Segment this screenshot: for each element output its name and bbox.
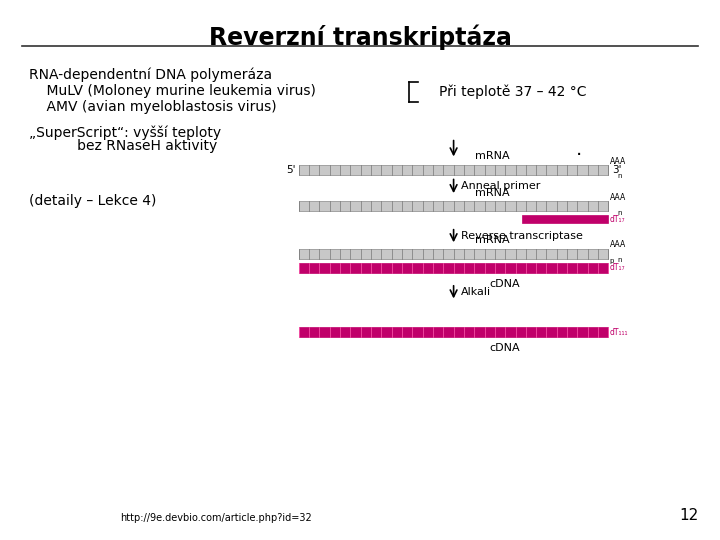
Text: 3': 3': [612, 165, 621, 175]
FancyBboxPatch shape: [299, 263, 608, 273]
Text: n: n: [617, 173, 621, 179]
FancyBboxPatch shape: [299, 201, 608, 211]
FancyBboxPatch shape: [522, 215, 608, 223]
Text: dT₁₇: dT₁₇: [610, 264, 626, 272]
Text: (detaily – Lekce 4): (detaily – Lekce 4): [29, 194, 156, 208]
FancyBboxPatch shape: [299, 327, 608, 337]
Text: bez RNaseH aktivity: bez RNaseH aktivity: [29, 139, 217, 153]
Text: dT₁₇: dT₁₇: [610, 215, 626, 224]
Text: Reverse transcriptase: Reverse transcriptase: [461, 231, 582, 241]
Text: http://9e.devbio.com/article.php?id=32: http://9e.devbio.com/article.php?id=32: [120, 512, 312, 523]
Text: dT₁₁₁: dT₁₁₁: [610, 328, 629, 336]
Text: mRNA: mRNA: [475, 235, 510, 245]
Text: n: n: [617, 210, 621, 215]
Text: AMV (avian myeloblastosis virus): AMV (avian myeloblastosis virus): [29, 100, 276, 114]
Text: n: n: [617, 257, 621, 263]
Text: MuLV (Moloney murine leukemia virus): MuLV (Moloney murine leukemia virus): [29, 84, 315, 98]
Text: AAA: AAA: [610, 193, 626, 202]
Text: Alkali: Alkali: [461, 287, 491, 297]
Text: p: p: [610, 258, 614, 265]
Text: mRNA: mRNA: [475, 151, 510, 161]
Text: 5': 5': [286, 165, 295, 175]
Text: RNA-dependentní DNA polymeráza: RNA-dependentní DNA polymeráza: [29, 68, 272, 82]
Text: .: .: [576, 140, 582, 159]
Text: Anneal primer: Anneal primer: [461, 181, 540, 191]
Text: cDNA: cDNA: [490, 343, 521, 353]
FancyBboxPatch shape: [299, 249, 608, 259]
Text: AAA: AAA: [610, 157, 626, 166]
Text: cDNA: cDNA: [490, 279, 521, 289]
Text: mRNA: mRNA: [475, 187, 510, 198]
Text: Při teplotě 37 – 42 °C: Při teplotě 37 – 42 °C: [439, 85, 587, 99]
Text: AAA: AAA: [610, 240, 626, 249]
Text: Reverzní transkriptáza: Reverzní transkriptáza: [209, 24, 511, 50]
Text: „SuperScript“: vyšší teploty: „SuperScript“: vyšší teploty: [29, 125, 221, 140]
Text: 12: 12: [679, 508, 698, 523]
FancyBboxPatch shape: [299, 165, 608, 175]
